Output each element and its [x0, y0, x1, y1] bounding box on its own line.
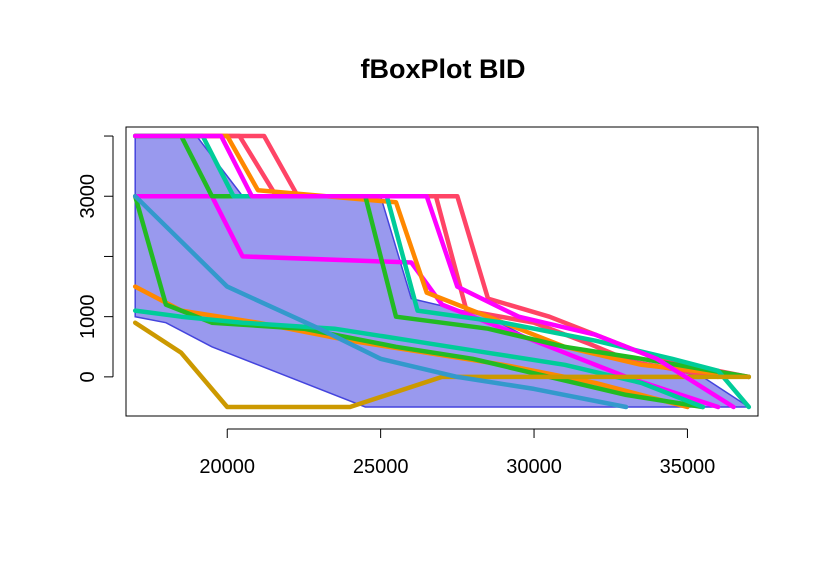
- series-line-3: [132, 193, 721, 410]
- x-tick-label-30000: 30000: [506, 456, 562, 478]
- series-line-11: [132, 133, 736, 410]
- chart-title: fBoxPlot BID: [361, 54, 526, 84]
- series-line-6: [132, 133, 752, 380]
- y-axis: 0 1000 3000: [77, 135, 114, 382]
- x-axis: 20000 25000 30000 35000: [199, 428, 716, 478]
- y-tick-label-0: 0: [77, 371, 99, 382]
- plot-frame: [125, 126, 759, 417]
- series-line-4: [132, 133, 752, 380]
- y-tick-label-1000: 1000: [77, 294, 99, 339]
- x-tick-label-25000: 25000: [353, 456, 409, 478]
- y-tick-label-3000: 3000: [77, 174, 99, 219]
- series-line-10: [132, 320, 752, 410]
- series-line-7: [132, 193, 706, 410]
- x-tick-label-35000: 35000: [660, 456, 716, 478]
- plot-area: [132, 133, 752, 410]
- series-line-8: [132, 133, 752, 410]
- x-tick-label-20000: 20000: [199, 456, 255, 478]
- series-line-12: [132, 193, 629, 410]
